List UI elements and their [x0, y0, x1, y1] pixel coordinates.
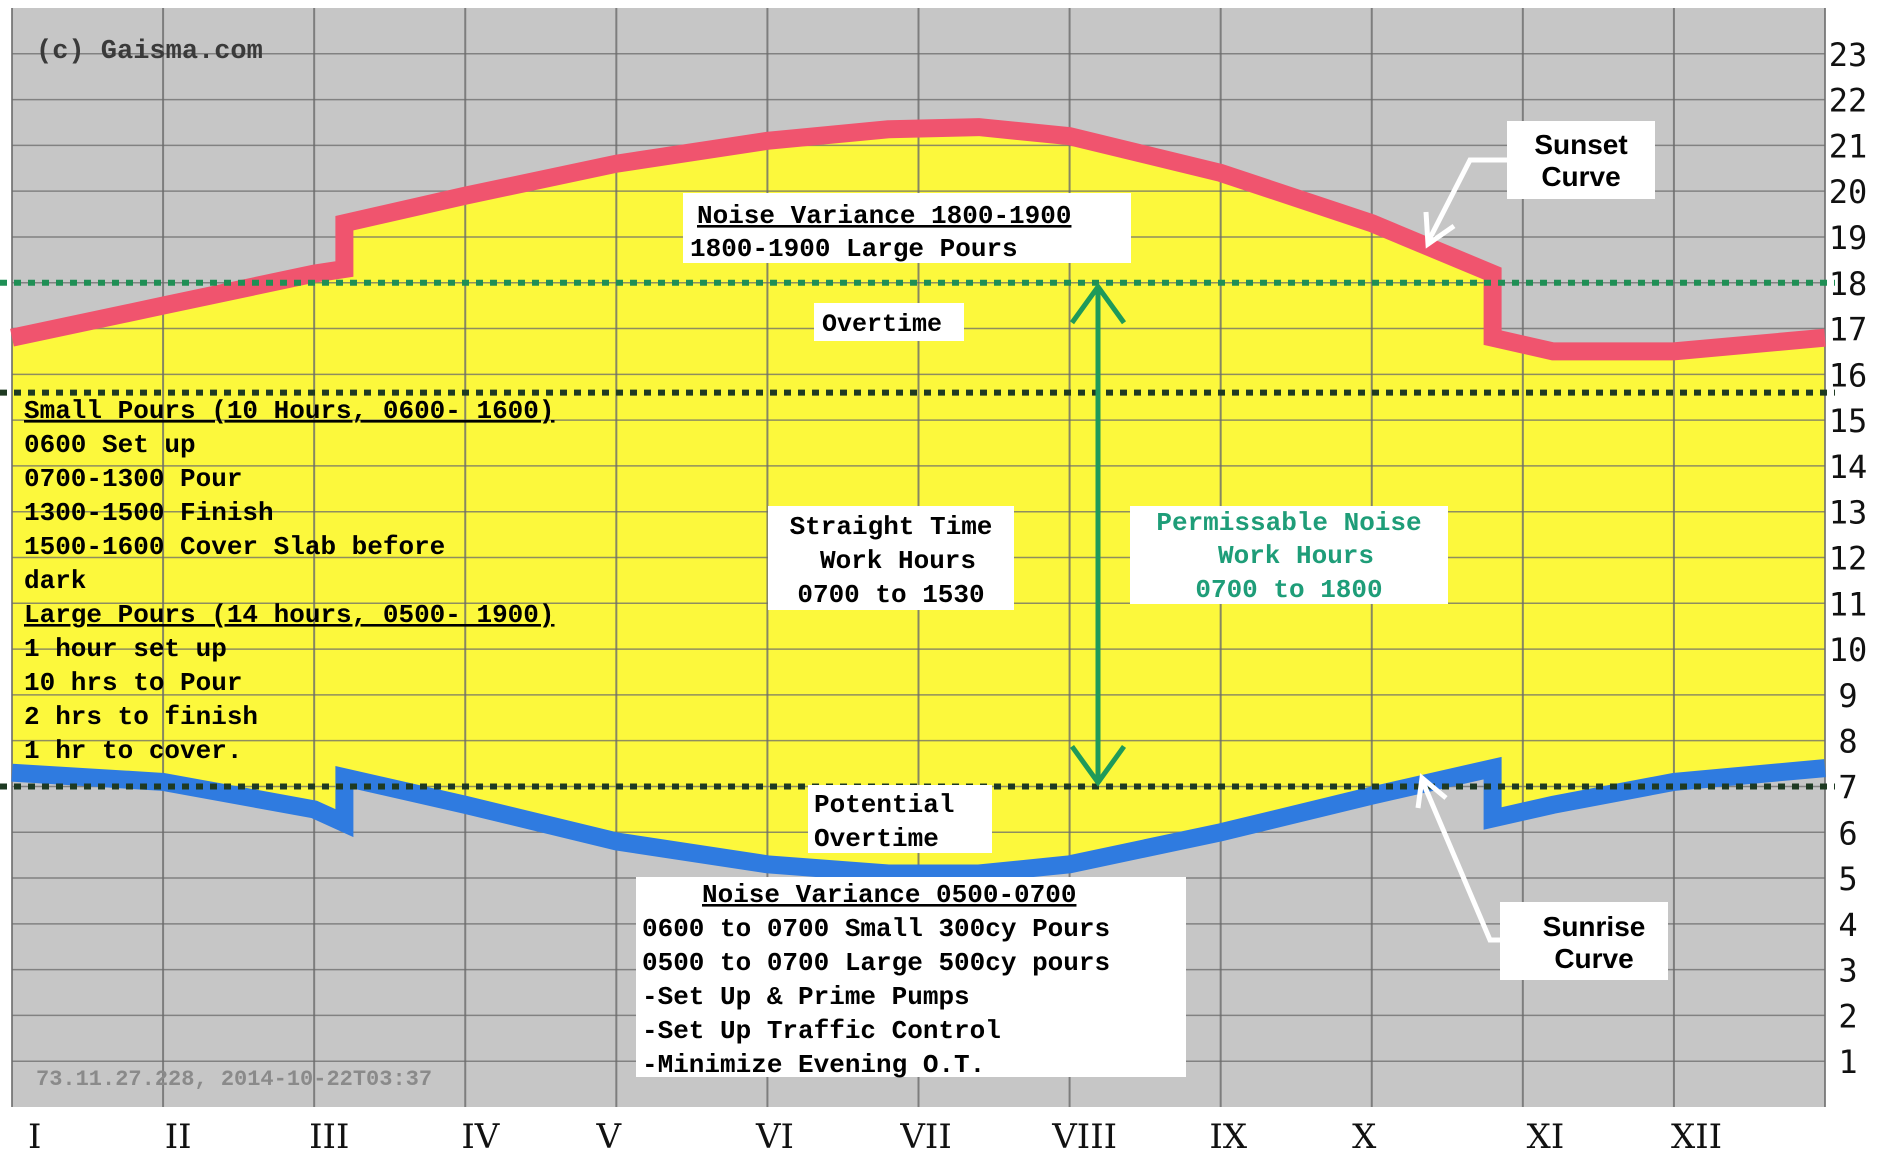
- noise-variance-morning-line: 0500 to 0700 Large 500cy pours: [642, 948, 1110, 978]
- month-label: V: [595, 1117, 622, 1152]
- noise-variance-morning-title: Noise Variance 0500-0700: [702, 880, 1076, 910]
- noise-variance-morning-line: 0600 to 0700 Small 300cy Pours: [642, 914, 1110, 944]
- large-pours-line: 2 hrs to finish: [24, 702, 258, 732]
- y-tick-label: 11: [1829, 585, 1868, 623]
- sunrise-label-line: Sunrise: [1543, 911, 1646, 942]
- noise-variance-morning-box: Noise Variance 0500-0700 0600 to 0700 Sm…: [636, 877, 1186, 1080]
- permissable-noise-box: Permissable Noise Work Hours 0700 to 180…: [1130, 506, 1448, 605]
- y-tick-label: 12: [1829, 540, 1868, 578]
- potential-overtime-line: Overtime: [814, 824, 939, 854]
- sunset-curve: [10, 118, 1826, 361]
- noise-variance-morning-line: -Set Up Traffic Control: [642, 1016, 1001, 1046]
- y-tick-label: 13: [1829, 494, 1868, 532]
- footer-stamp: 73.11.27.228, 2014-10-22T03:37: [36, 1067, 432, 1092]
- watermark: (c) Gaisma.com: [36, 37, 263, 67]
- month-label: IV: [461, 1117, 500, 1152]
- y-tick-label: 7: [1838, 768, 1857, 806]
- straight-time-line: Straight Time: [790, 512, 993, 542]
- small-pours-line: 1500-1600 Cover Slab before: [24, 532, 445, 562]
- noise-variance-morning-line: -Minimize Evening O.T.: [642, 1050, 985, 1080]
- small-pours-line: 1300-1500 Finish: [24, 498, 274, 528]
- month-label: III: [309, 1117, 349, 1152]
- month-label: I: [28, 1117, 41, 1152]
- y-tick-label: 6: [1838, 814, 1857, 852]
- y-tick-label: 23: [1829, 36, 1868, 74]
- y-tick-label: 5: [1838, 860, 1857, 898]
- straight-time-box: Straight Time Work Hours 0700 to 1530: [768, 506, 1014, 610]
- sunrise-curve: [11, 756, 1826, 883]
- y-tick-label: 14: [1829, 448, 1868, 486]
- small-pours-line: 0700-1300 Pour: [24, 464, 242, 494]
- y-tick-label: 8: [1838, 723, 1857, 761]
- noise-variance-evening-line: 1800-1900 Large Pours: [690, 234, 1018, 264]
- y-tick-label: 2: [1838, 997, 1857, 1035]
- small-pours-notes: Small Pours (10 Hours, 0600- 1600) 0600 …: [24, 396, 555, 766]
- large-pours-line: 10 hrs to Pour: [24, 668, 242, 698]
- y-tick-label: 16: [1829, 356, 1868, 394]
- reference-lines: [0, 279, 1835, 790]
- sunset-label-line: Curve: [1541, 161, 1620, 192]
- small-pours-line: dark: [24, 566, 86, 596]
- y-tick-label: 17: [1829, 311, 1868, 349]
- noise-variance-morning-line: -Set Up & Prime Pumps: [642, 982, 970, 1012]
- large-pours-line: 1 hr to cover.: [24, 736, 242, 766]
- y-tick-label: 21: [1829, 127, 1868, 165]
- permissable-line: Permissable Noise: [1156, 508, 1421, 538]
- large-pours-title: Large Pours (14 hours, 0500- 1900): [24, 600, 555, 630]
- permissable-line: 0700 to 1800: [1195, 575, 1382, 605]
- sunrise-callout: Sunrise Curve: [1415, 773, 1668, 980]
- y-tick-label: 22: [1829, 82, 1868, 120]
- permissable-line: Work Hours: [1218, 541, 1374, 571]
- y-tick-label: 15: [1829, 402, 1868, 440]
- y-tick-label: 18: [1829, 265, 1868, 303]
- x-axis-month-labels: I II III IV V VI VII VIII IX X XI XII: [28, 1117, 1722, 1152]
- y-tick-label: 3: [1838, 952, 1857, 990]
- month-label: XI: [1527, 1117, 1565, 1152]
- potential-overtime-box: Potential Overtime: [808, 785, 992, 854]
- month-label: IX: [1209, 1117, 1247, 1152]
- month-label: X: [1352, 1117, 1377, 1152]
- potential-overtime-line: Potential: [814, 790, 954, 820]
- sunset-label-line: Sunset: [1534, 129, 1627, 160]
- y-tick-label: 9: [1838, 677, 1857, 715]
- small-pours-line: 0600 Set up: [24, 430, 196, 460]
- month-label: XII: [1671, 1117, 1722, 1152]
- range-arrow: [1069, 282, 1127, 787]
- overtime-label: Overtime: [822, 310, 942, 339]
- month-label: VI: [755, 1117, 794, 1152]
- large-pours-line: 1 hour set up: [24, 634, 227, 664]
- sunset-callout: Sunset Curve: [1423, 121, 1655, 249]
- y-tick-label: 1: [1838, 1043, 1857, 1081]
- month-label: VIII: [1051, 1117, 1117, 1152]
- y-tick-label: 4: [1838, 906, 1857, 944]
- month-label: VII: [899, 1117, 951, 1152]
- straight-time-line: 0700 to 1530: [797, 580, 984, 610]
- sunrise-label-line: Curve: [1554, 943, 1633, 974]
- noise-variance-evening-title: Noise Variance 1800-1900: [697, 201, 1071, 231]
- y-tick-label: 10: [1829, 631, 1868, 669]
- month-label: II: [165, 1117, 192, 1152]
- overtime-box: Overtime: [814, 303, 964, 341]
- y-tick-label: 20: [1829, 173, 1868, 211]
- small-pours-title: Small Pours (10 Hours, 0600- 1600): [24, 396, 555, 426]
- straight-time-line: Work Hours: [820, 546, 976, 576]
- noise-variance-evening-box: Noise Variance 1800-1900 1800-1900 Large…: [683, 193, 1131, 264]
- y-tick-label: 19: [1829, 219, 1868, 257]
